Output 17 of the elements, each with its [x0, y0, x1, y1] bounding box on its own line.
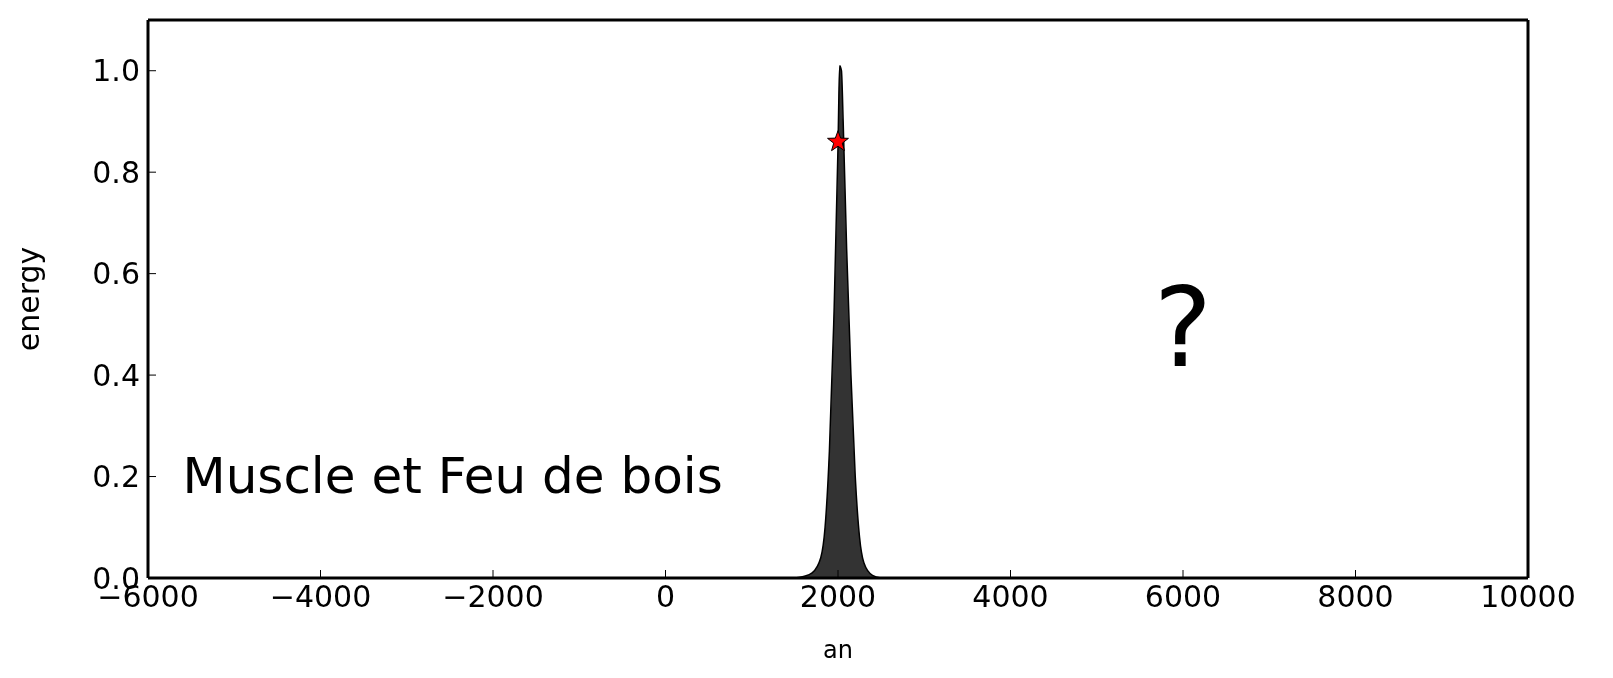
y-tick-label: 1.0	[92, 53, 140, 89]
y-tick-label: 0.6	[92, 256, 140, 292]
x-tick-label: 4000	[972, 579, 1049, 615]
x-axis-title: an	[823, 636, 853, 664]
x-tick-label: 10000	[1480, 579, 1576, 615]
annotation: Muscle et Feu de bois	[182, 446, 723, 505]
y-tick-label: 0.2	[92, 459, 140, 495]
x-tick-label: 2000	[799, 579, 877, 615]
x-tick-label: 8000	[1317, 579, 1394, 615]
x-tick-label: 6000	[1144, 579, 1222, 615]
y-axis-title: energy	[10, 246, 46, 352]
x-tick-label: −4000	[269, 579, 372, 615]
x-tick-label: 0	[655, 579, 676, 615]
x-tick-label: −2000	[442, 579, 544, 615]
y-tick-label: 0.8	[92, 154, 140, 190]
annotation: ?	[1153, 263, 1213, 392]
y-tick-label: 0.4	[92, 357, 140, 393]
